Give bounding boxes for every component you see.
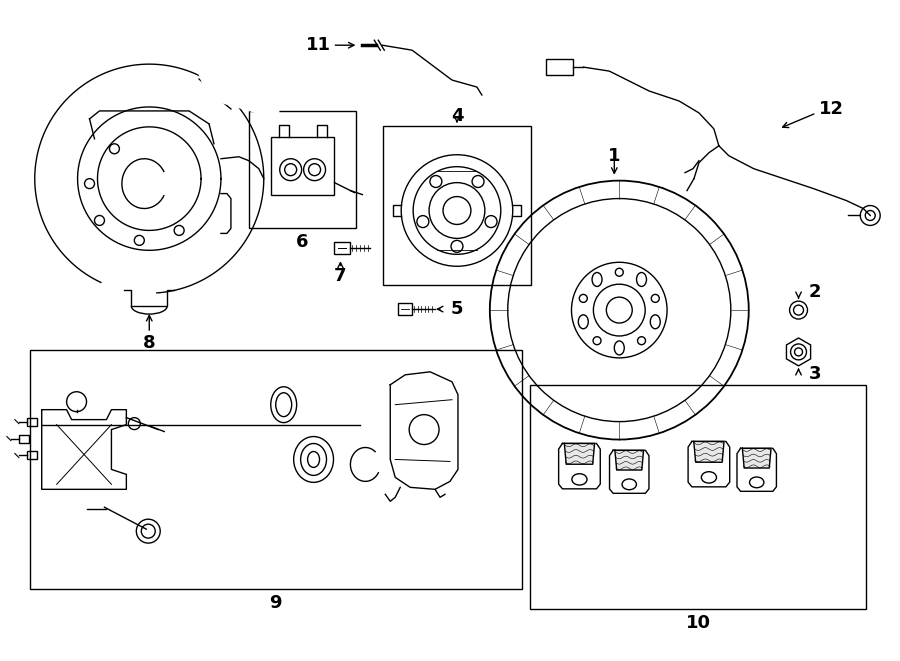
Text: 5: 5 bbox=[451, 300, 464, 318]
Text: 11: 11 bbox=[305, 36, 330, 54]
Text: 2: 2 bbox=[808, 283, 821, 301]
Bar bbox=[27, 451, 37, 459]
Bar bbox=[27, 418, 37, 426]
Polygon shape bbox=[189, 49, 279, 119]
Bar bbox=[545, 59, 573, 75]
Bar bbox=[383, 126, 531, 285]
Polygon shape bbox=[564, 444, 595, 464]
Polygon shape bbox=[742, 448, 771, 468]
Bar bbox=[30, 350, 522, 589]
Bar bbox=[19, 434, 29, 442]
Bar bbox=[248, 111, 356, 229]
Text: 10: 10 bbox=[686, 614, 710, 632]
Text: 4: 4 bbox=[451, 107, 464, 125]
Bar bbox=[335, 243, 350, 254]
Text: 8: 8 bbox=[143, 334, 156, 352]
Text: 1: 1 bbox=[608, 147, 621, 165]
Bar bbox=[271, 137, 335, 194]
Bar bbox=[530, 385, 866, 609]
Text: 3: 3 bbox=[808, 365, 821, 383]
Text: 12: 12 bbox=[818, 100, 843, 118]
Text: 9: 9 bbox=[269, 594, 282, 612]
Bar bbox=[398, 303, 412, 315]
Polygon shape bbox=[615, 450, 644, 470]
Polygon shape bbox=[694, 442, 724, 462]
Text: 7: 7 bbox=[334, 267, 346, 286]
Text: 6: 6 bbox=[296, 233, 309, 251]
